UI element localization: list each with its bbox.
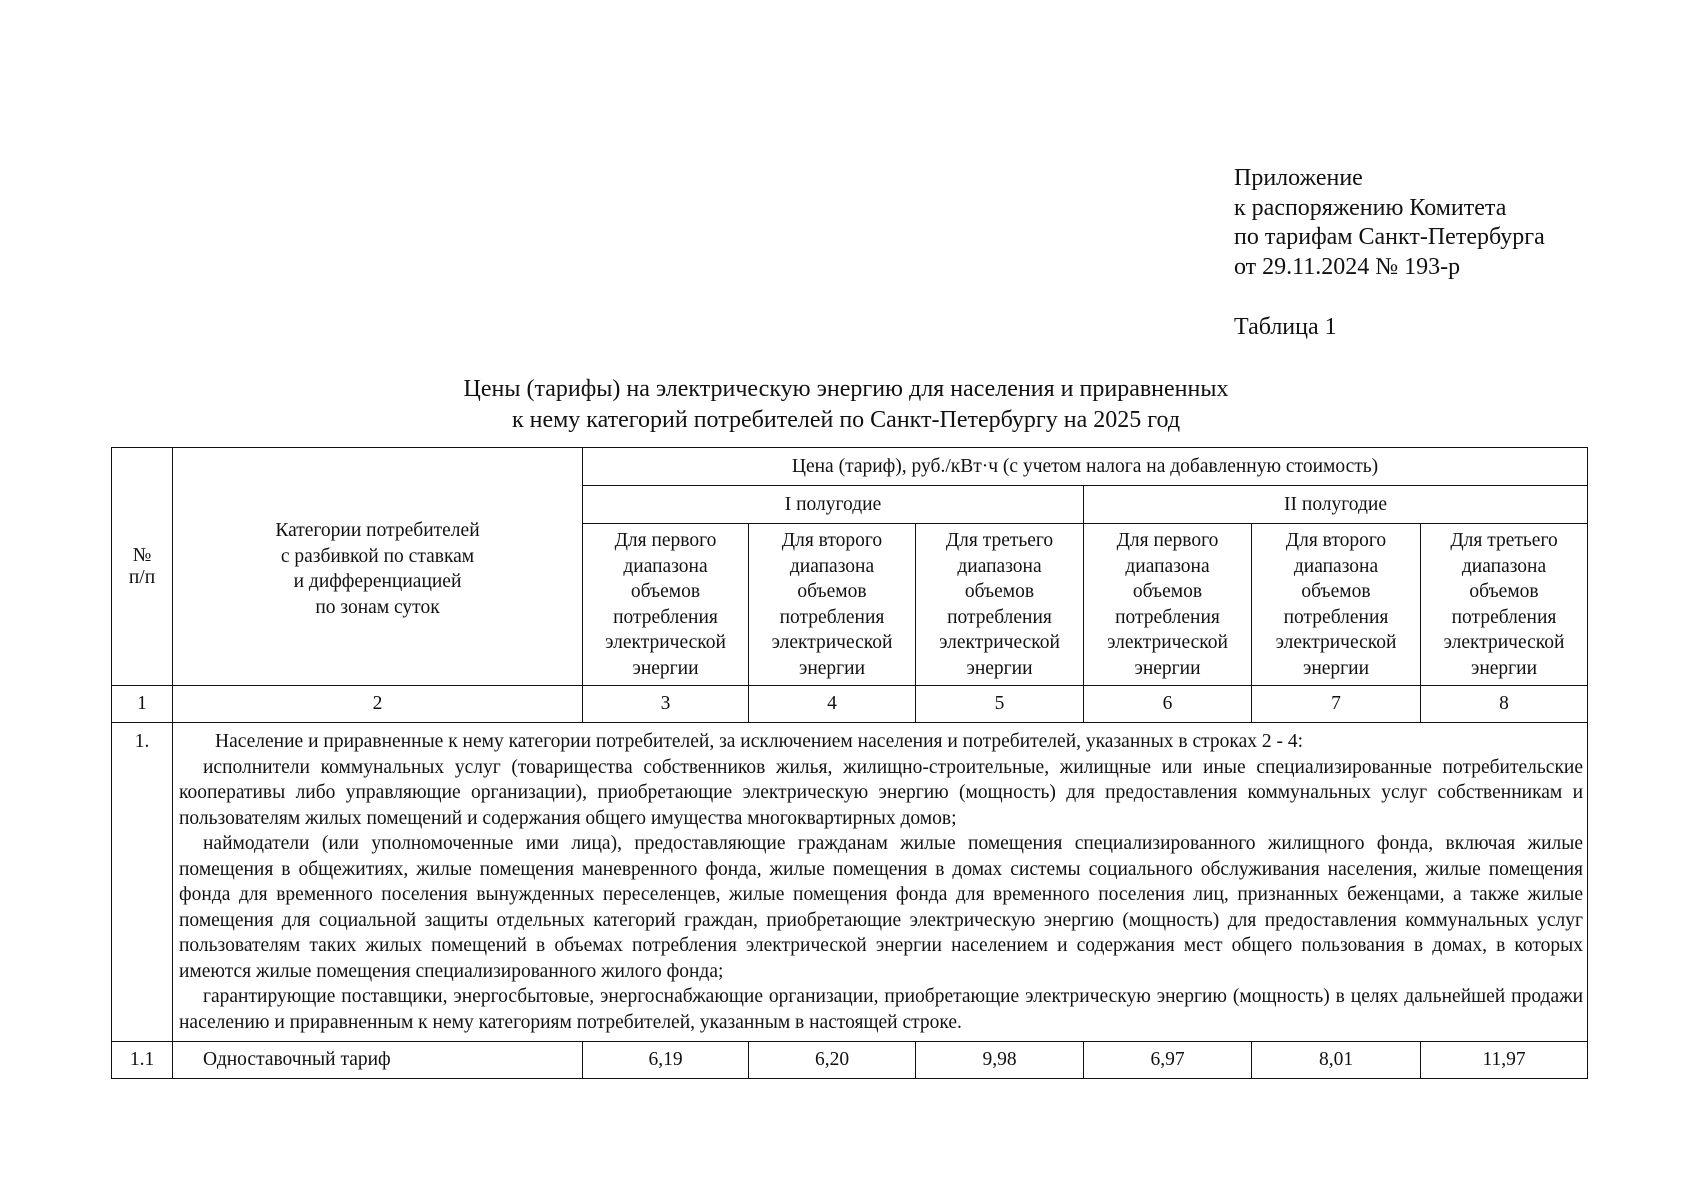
header-no: № п/п xyxy=(111,447,173,686)
description-paragraph: гарантирующие поставщики, энергосбытовые… xyxy=(179,986,1584,1033)
appendix-line: к распоряжению Комитета xyxy=(1234,194,1507,221)
header-range-line: электрической xyxy=(1107,632,1228,653)
header-range-line: электрической xyxy=(1443,632,1565,653)
row-description: Население и приравненные к нему категори… xyxy=(171,722,1589,1042)
header-range-line: потребления xyxy=(779,606,885,628)
header-range-line: энергии xyxy=(798,657,866,679)
document-title: Цены (тарифы) на электрическую энергию д… xyxy=(300,374,1392,435)
column-number: 3 xyxy=(582,685,749,723)
header-range: Для первого диапазона объемов потребления эл… xyxy=(582,523,749,686)
header-range-line: объемов xyxy=(964,581,1035,602)
header-category-line: Категории потребителей xyxy=(275,520,480,541)
header-half1: I полугодие xyxy=(582,485,1084,524)
tariff-value: 11,97 xyxy=(1419,1041,1589,1079)
header-range-line: электрической xyxy=(1275,632,1397,653)
header-range-line: диапазона xyxy=(957,555,1042,577)
header-range-line: Для третьего xyxy=(945,530,1054,551)
header-range-line: диапазона xyxy=(1461,555,1547,577)
header-range-line: электрической xyxy=(939,632,1060,653)
description-paragraph: исполнители коммунальных услуг (товарище… xyxy=(179,756,1584,829)
header-category-line: с разбивкой по ставкам xyxy=(280,545,475,567)
header-range-line: потребления xyxy=(1115,606,1220,628)
header-range-line: объемов xyxy=(797,581,867,602)
header-range-line: диапазона xyxy=(623,555,708,577)
tariff-name: Одноставочный тариф xyxy=(172,1041,583,1079)
header-range: Для третьего диапазона объемов потребления э… xyxy=(1419,523,1589,686)
tariff-value: 8,01 xyxy=(1251,1041,1421,1079)
header-range-line: электрической xyxy=(771,632,893,653)
header-range-line: потребления xyxy=(947,606,1052,628)
tariff-value: 6,19 xyxy=(582,1041,749,1079)
title-line: к нему категорий потребителей по Санкт-П… xyxy=(511,406,1181,433)
header-range-line: объемов xyxy=(630,581,701,602)
header-range-line: объемов xyxy=(1469,581,1539,602)
header-price: Цена (тариф), руб./кВт·ч (с учетом налог… xyxy=(581,447,1589,486)
header-category-line: и дифференциацией xyxy=(293,571,462,592)
title-line: Цены (тарифы) на электрическую энергию д… xyxy=(463,376,1229,402)
header-range-line: объемов xyxy=(1301,581,1371,602)
header-range-line: энергии xyxy=(1302,657,1370,679)
header-range-line: электрической xyxy=(605,632,726,653)
column-number: 8 xyxy=(1419,685,1589,723)
header-range-line: энергии xyxy=(1470,657,1538,679)
header-range-line: Для второго xyxy=(781,530,883,551)
column-number: 2 xyxy=(172,685,583,723)
header-range-line: энергии xyxy=(1134,657,1201,679)
description-paragraph: Население и приравненные к нему категори… xyxy=(215,731,1304,752)
tariff-value: 6,20 xyxy=(748,1041,916,1079)
column-number: 4 xyxy=(748,685,916,723)
header-half2: II полугодие xyxy=(1082,485,1589,524)
tariff-value: 9,98 xyxy=(915,1041,1084,1079)
appendix-line: по тарифам Санкт-Петербурга xyxy=(1234,224,1545,250)
column-number: 7 xyxy=(1251,685,1421,723)
appendix-line: от 29.11.2024 № 193-р xyxy=(1234,253,1461,280)
header-range-line: Для первого xyxy=(1116,530,1219,551)
row-number: 1.1 xyxy=(111,1041,173,1079)
header-range: Для третьего диапазона объемов потребления э… xyxy=(915,523,1084,686)
header-range-line: потребления xyxy=(1451,606,1557,628)
header-range: Для второго диапазона объемов потребления эл… xyxy=(1251,523,1421,686)
row-number: 1. xyxy=(111,722,173,1042)
header-range: Для второго диапазона объемов потребления эл… xyxy=(748,523,916,686)
tariff-value: 6,97 xyxy=(1083,1041,1252,1079)
header-range-line: диапазона xyxy=(1293,555,1379,577)
table-label: Таблица 1 xyxy=(1234,314,1337,340)
appendix-header: Приложение к распоряжению Комитета по та… xyxy=(1234,164,1545,282)
header-category-line: по зонам суток xyxy=(315,596,440,618)
column-number: 1 xyxy=(111,685,173,723)
header-range-line: Для второго xyxy=(1285,530,1387,551)
header-range: Для первого диапазона объемов потребления эл… xyxy=(1083,523,1252,686)
header-range-line: потребления xyxy=(613,606,718,628)
header-range-line: Для третьего xyxy=(1450,530,1558,551)
header-range-line: объемов xyxy=(1132,581,1203,602)
header-range-line: Для первого xyxy=(614,530,717,551)
column-number: 5 xyxy=(915,685,1084,723)
header-range-line: энергии xyxy=(966,657,1033,679)
column-number: 6 xyxy=(1083,685,1252,723)
header-range-line: потребления xyxy=(1283,606,1389,628)
description-paragraph: наймодатели (или уполномоченные ими лица… xyxy=(179,833,1584,982)
tariff-table: № п/п Категории потребителей с разбивкой… xyxy=(111,447,1589,1079)
header-category: Категории потребителей с разбивкой по ст… xyxy=(172,447,583,686)
header-range-line: энергии xyxy=(632,657,699,679)
header-range-line: диапазона xyxy=(789,555,875,577)
header-range-line: диапазона xyxy=(1125,555,1210,577)
appendix-line: Приложение xyxy=(1234,165,1363,191)
